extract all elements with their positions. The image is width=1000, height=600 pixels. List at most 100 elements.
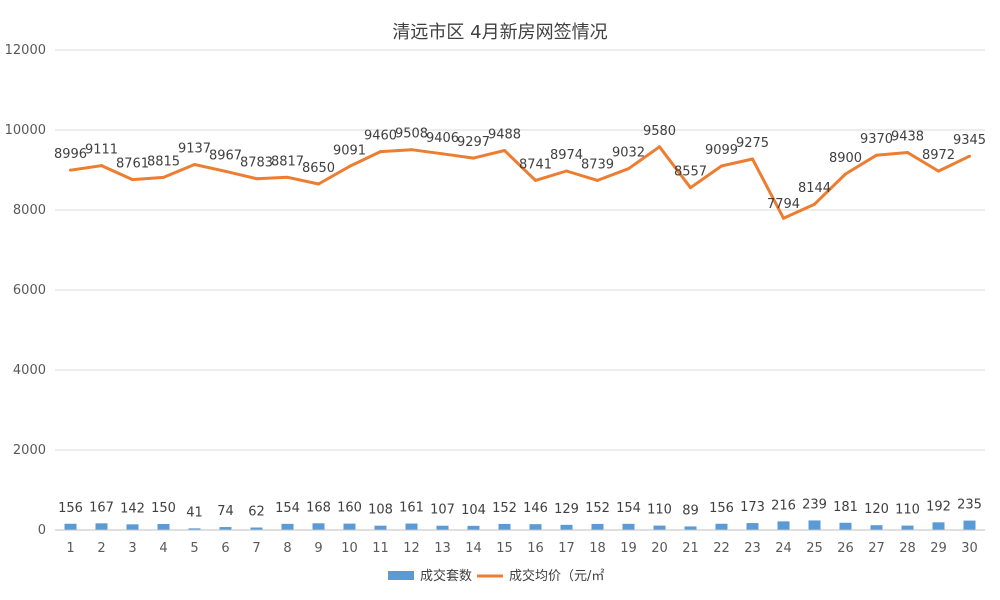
x-tick-label: 8 bbox=[283, 541, 291, 556]
line-data-label: 8739 bbox=[581, 157, 614, 172]
x-tick-label: 14 bbox=[465, 541, 482, 556]
bar bbox=[715, 523, 728, 530]
line-point bbox=[658, 145, 661, 149]
legend: 成交套数 成交均价（元/㎡ bbox=[388, 568, 604, 584]
y-tick-label: 2000 bbox=[13, 443, 46, 458]
x-tick-label: 23 bbox=[744, 541, 761, 556]
bar bbox=[560, 524, 573, 530]
bar-data-label: 154 bbox=[275, 501, 300, 516]
bar bbox=[498, 523, 511, 530]
bar bbox=[188, 528, 201, 530]
line-data-label: 9438 bbox=[891, 129, 924, 144]
x-tick-label: 9 bbox=[314, 541, 322, 556]
bar bbox=[901, 525, 914, 530]
bar bbox=[250, 527, 263, 530]
bar bbox=[591, 523, 604, 530]
x-tick-label: 16 bbox=[527, 541, 544, 556]
bar bbox=[932, 522, 945, 530]
bar bbox=[963, 520, 976, 530]
line-data-label: 9345 bbox=[953, 133, 986, 148]
bar bbox=[374, 525, 387, 530]
bar bbox=[126, 524, 139, 530]
bar-data-label: 239 bbox=[802, 497, 827, 512]
x-tick-label: 21 bbox=[682, 541, 699, 556]
x-tick-label: 24 bbox=[775, 541, 792, 556]
bar-data-label: 161 bbox=[399, 501, 424, 516]
line-data-label: 9370 bbox=[860, 132, 893, 147]
bar bbox=[653, 525, 666, 530]
bar bbox=[281, 523, 294, 530]
legend-label-bar: 成交套数 bbox=[420, 568, 472, 584]
line-point bbox=[565, 169, 568, 173]
x-tick-label: 13 bbox=[434, 541, 451, 556]
bar-data-label: 235 bbox=[957, 498, 982, 513]
line-data-label: 9099 bbox=[705, 143, 738, 158]
bar-data-label: 192 bbox=[926, 499, 951, 514]
y-axis: 0 2000 4000 6000 8000 10000 12000 bbox=[5, 43, 46, 538]
line-point bbox=[782, 216, 785, 220]
line-point bbox=[596, 178, 599, 182]
bar bbox=[529, 524, 542, 530]
line-point bbox=[503, 148, 506, 152]
line-point bbox=[69, 168, 72, 172]
line-data-label: 9580 bbox=[643, 124, 676, 139]
legend-label-line: 成交均价（元/㎡ bbox=[509, 568, 604, 584]
x-tick-label: 18 bbox=[589, 541, 606, 556]
x-tick-label: 22 bbox=[713, 541, 730, 556]
bar-data-label: 168 bbox=[306, 500, 331, 515]
line-data-label: 9137 bbox=[178, 142, 211, 157]
y-tick-label: 8000 bbox=[13, 203, 46, 218]
x-tick-label: 1 bbox=[66, 541, 74, 556]
x-tick-label: 2 bbox=[97, 541, 105, 556]
line-data-label: 8761 bbox=[116, 157, 149, 172]
line-point bbox=[255, 177, 258, 181]
bar bbox=[777, 521, 790, 530]
line-point bbox=[906, 150, 909, 154]
line-data-label: 9275 bbox=[736, 136, 769, 151]
bar-data-label: 154 bbox=[616, 501, 641, 516]
x-tick-label: 19 bbox=[620, 541, 637, 556]
line-data-label: 8967 bbox=[209, 148, 242, 163]
line-data-label: 8817 bbox=[271, 154, 304, 169]
line-data-label: 8741 bbox=[519, 157, 552, 172]
line-data-label: 9032 bbox=[612, 146, 645, 161]
line-point bbox=[100, 164, 103, 168]
y-tick-label: 6000 bbox=[13, 283, 46, 298]
x-tick-label: 10 bbox=[341, 541, 358, 556]
legend-swatch-bar bbox=[388, 571, 414, 580]
bar-data-label: 146 bbox=[523, 501, 548, 516]
line-path bbox=[70, 145, 971, 220]
line-point bbox=[844, 172, 847, 176]
x-tick-label: 11 bbox=[372, 541, 389, 556]
x-tick-label: 28 bbox=[899, 541, 916, 556]
line-point bbox=[441, 152, 444, 156]
bar bbox=[746, 523, 759, 530]
line-data-label: 9406 bbox=[426, 131, 459, 146]
x-tick-label: 15 bbox=[496, 541, 513, 556]
bar-data-label: 108 bbox=[368, 503, 393, 518]
line-point bbox=[410, 148, 413, 152]
line-data-label: 9508 bbox=[395, 127, 428, 142]
bar bbox=[312, 523, 325, 530]
line-data-label: 8144 bbox=[798, 181, 831, 196]
bar-data-label: 216 bbox=[771, 498, 796, 513]
bar bbox=[467, 525, 480, 530]
line-data-label: 9297 bbox=[457, 135, 490, 150]
bar-data-label: 62 bbox=[248, 505, 265, 520]
bar-data-label: 156 bbox=[58, 501, 83, 516]
bar bbox=[64, 523, 77, 530]
bar bbox=[870, 525, 883, 530]
bar bbox=[343, 523, 356, 530]
grid-layer bbox=[55, 49, 985, 531]
x-tick-label: 4 bbox=[159, 541, 167, 556]
line-point bbox=[813, 202, 816, 206]
data-labels: 156 167 142 150 41 74 62 154 168 160 108 161 107 104 1… bbox=[54, 124, 986, 521]
line-data-label: 7794 bbox=[767, 197, 800, 212]
line-data-label: 9111 bbox=[85, 143, 118, 158]
line-data-label: 8557 bbox=[674, 165, 707, 180]
bar bbox=[839, 522, 852, 530]
bar-series bbox=[64, 520, 976, 530]
bar-data-label: 89 bbox=[682, 503, 699, 518]
